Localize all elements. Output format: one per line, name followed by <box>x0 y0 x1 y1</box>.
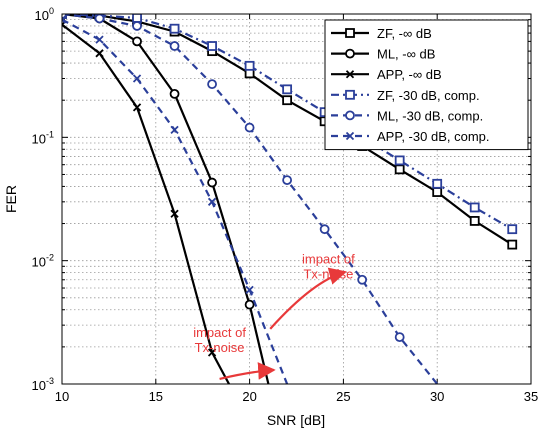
data-point <box>357 274 368 285</box>
marker-stroke <box>95 49 104 58</box>
legend-marker <box>345 48 355 59</box>
data-point <box>207 348 217 357</box>
legend-label: ZF, -∞ dB <box>377 26 432 41</box>
marker-stroke <box>62 15 67 21</box>
data-point <box>394 164 405 175</box>
marker-stroke <box>345 131 355 141</box>
x-tick-label: 20 <box>242 389 256 404</box>
legend-marker <box>345 131 355 141</box>
annotation-0: impact of Tx-noise <box>269 251 355 330</box>
data-point <box>169 23 180 34</box>
marker-stroke <box>245 285 254 294</box>
data-point <box>244 60 255 71</box>
data-point <box>207 41 217 51</box>
data-point <box>432 178 443 189</box>
data-point <box>95 35 104 44</box>
data-point <box>507 239 518 250</box>
marker-stroke <box>170 209 179 218</box>
data-point <box>207 79 217 90</box>
legend-label: ML, -∞ dB <box>377 47 435 62</box>
legend-entry-3: ZF, -30 dB, comp. <box>331 88 480 103</box>
legend-marker <box>345 110 355 121</box>
x-tick-label: 35 <box>524 389 538 404</box>
data-point <box>170 209 179 218</box>
data-point <box>132 36 142 47</box>
legend-marker <box>345 28 355 38</box>
legend-entry-2: APP, -∞ dB <box>331 67 442 82</box>
data-point <box>244 122 255 133</box>
legend-entry-1: ML, -∞ dB <box>331 47 435 62</box>
legend-marker <box>345 70 355 79</box>
data-point <box>469 216 480 226</box>
data-point <box>132 103 142 112</box>
marker-stroke <box>207 197 217 206</box>
data-point <box>507 224 518 235</box>
marker-stroke <box>132 103 142 112</box>
marker-stroke <box>207 348 217 357</box>
y-tick-label: 10-2 <box>32 253 54 270</box>
annotation-arrow <box>219 362 276 380</box>
legend-entry-4: ML, -30 dB, comp. <box>331 108 483 123</box>
marker-stroke <box>345 70 355 79</box>
marker-stroke <box>62 18 67 24</box>
x-tick-label: 30 <box>430 389 444 404</box>
data-point <box>62 14 67 19</box>
annotation-arrow <box>269 267 347 330</box>
annotation-text: impact of Tx-noise <box>302 251 355 281</box>
data-point <box>394 332 405 343</box>
marker-stroke <box>170 125 179 134</box>
series-line <box>62 23 230 384</box>
plot-frame <box>61 13 532 385</box>
y-tick-label: 10-1 <box>32 129 54 146</box>
legend-entry-5: APP, -30 dB, comp. <box>331 129 490 144</box>
x-tick-label: 10 <box>55 389 69 404</box>
y-tick-label: 100 <box>35 6 54 23</box>
axis-ticks: 10 15 20 25 30 35 100 10-1 10-2 10-3 <box>32 6 539 404</box>
data-point <box>207 177 217 188</box>
y-axis-label: FER <box>3 185 19 213</box>
x-tick-label: 25 <box>336 389 350 404</box>
marker-stroke <box>62 23 67 29</box>
data-point <box>432 187 443 197</box>
legend-label: APP, -∞ dB <box>377 67 442 82</box>
grid <box>62 14 531 384</box>
data-point <box>132 21 142 31</box>
series-5 <box>62 15 289 384</box>
annotations: impact of Tx-noise impact of Tx-noise <box>193 251 355 380</box>
series-layer <box>62 14 518 384</box>
data-point <box>282 95 293 106</box>
annotation-1: impact of Tx-noise <box>193 325 276 380</box>
data-point <box>282 175 293 186</box>
legend-label: APP, -30 dB, comp. <box>377 129 490 144</box>
x-tick-label: 15 <box>149 389 163 404</box>
data-point <box>469 202 480 213</box>
data-point <box>132 74 142 83</box>
data-point <box>244 299 255 310</box>
data-point <box>245 285 254 294</box>
data-point <box>394 155 405 166</box>
annotation-text: impact of Tx-noise <box>193 325 246 355</box>
data-point <box>62 15 67 24</box>
data-point <box>169 41 180 51</box>
marker-stroke <box>132 74 142 83</box>
legend-label: ML, -30 dB, comp. <box>377 108 483 123</box>
legend-entry-0: ZF, -∞ dB <box>331 26 432 41</box>
data-point <box>282 84 293 95</box>
y-tick-label: 10-3 <box>32 376 54 393</box>
data-point <box>95 49 104 58</box>
series-4 <box>62 14 439 384</box>
legend-marker <box>345 89 355 100</box>
legend: ZF, -∞ dB ML, -∞ dB APP, -∞ dB ZF, -30 dB, … <box>324 19 529 151</box>
data-point <box>169 88 180 99</box>
data-point <box>94 14 105 24</box>
data-point <box>319 224 330 235</box>
data-point <box>132 14 142 23</box>
marker-stroke <box>95 35 104 44</box>
x-axis-label: SNR [dB] <box>267 412 325 428</box>
legend-box <box>324 19 529 151</box>
legend-label: ZF, -30 dB, comp. <box>377 88 480 103</box>
data-point <box>170 125 179 134</box>
data-point <box>207 197 217 206</box>
